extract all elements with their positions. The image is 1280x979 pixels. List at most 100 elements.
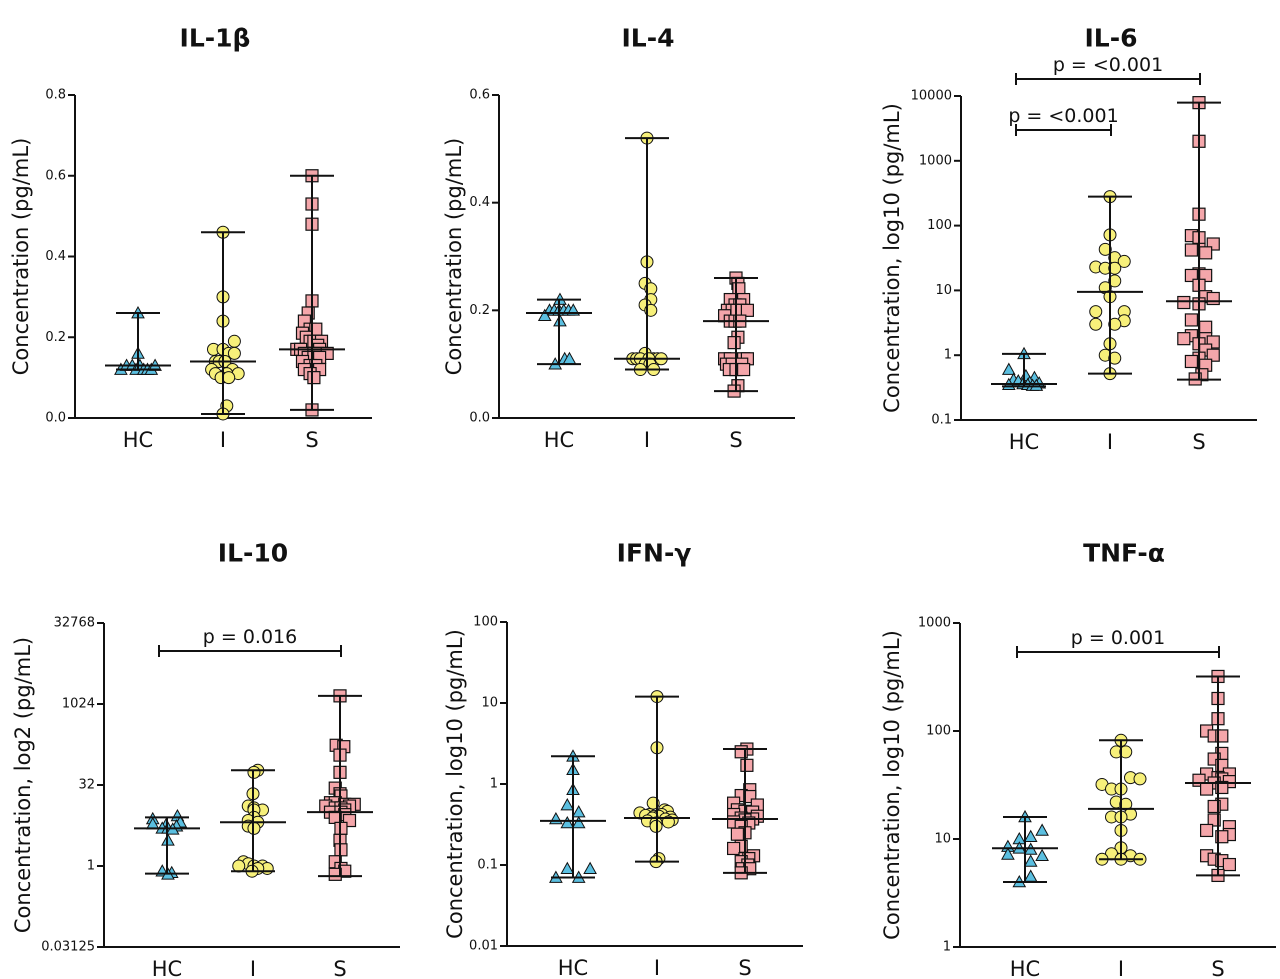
y-tick-label: 1 bbox=[944, 348, 952, 363]
data-point-circle bbox=[1108, 261, 1122, 275]
panel-il-6: IL-6 Concentration, log10 (pg/mL) 0.1 1 10 10… bbox=[880, 23, 1257, 454]
y-tick-label: 10 bbox=[934, 832, 951, 847]
x-tick-label: I bbox=[250, 957, 256, 979]
data-point-triangle bbox=[537, 308, 552, 322]
x-tick-label: HC bbox=[1009, 430, 1039, 454]
data-point-square bbox=[1199, 246, 1213, 260]
panel-il-4: IL-4 Concentration (pg/mL) 0.0 0.2 0.4 0.6 HC I… bbox=[442, 23, 795, 452]
x-tick-label: S bbox=[729, 428, 742, 452]
chart-title: TNF-α bbox=[1083, 538, 1165, 567]
series-i bbox=[190, 225, 256, 421]
y-axis-title: Concentration (pg/mL) bbox=[9, 138, 33, 376]
data-point-square bbox=[1199, 782, 1214, 796]
significance-bracket: p = 0.001 bbox=[1016, 627, 1220, 658]
data-point-triangle bbox=[1023, 869, 1038, 882]
data-point-square bbox=[740, 758, 754, 772]
x-tick-label: HC bbox=[1010, 957, 1040, 979]
data-point-circle bbox=[227, 334, 241, 348]
data-point-circle bbox=[232, 859, 246, 873]
y-tick-label: 10 bbox=[935, 283, 952, 298]
data-point-square bbox=[1199, 823, 1214, 838]
y-tick-label: 1000 bbox=[918, 616, 951, 631]
data-point-triangle bbox=[1035, 823, 1049, 836]
data-point-circle bbox=[1108, 317, 1122, 331]
series-hc bbox=[540, 749, 606, 883]
data-point-triangle bbox=[549, 811, 563, 825]
y-tick-label: 0.4 bbox=[469, 195, 490, 210]
panel-il-10: IL-10 Concentration, log2 (pg/mL) 0.03125 1… bbox=[11, 538, 400, 979]
y-axis-title: Concentration, log10 (pg/mL) bbox=[443, 629, 467, 939]
data-point-square bbox=[328, 867, 342, 881]
y-tick-label: 100 bbox=[473, 615, 498, 630]
data-point-triangle bbox=[1001, 362, 1016, 375]
x-tick-label: HC bbox=[544, 428, 574, 452]
data-point-triangle bbox=[1001, 847, 1015, 860]
y-tick-label: 0.01 bbox=[469, 939, 498, 954]
y-tick-label: 1 bbox=[87, 859, 95, 874]
series-i bbox=[1088, 733, 1154, 866]
series-hc bbox=[134, 808, 200, 880]
x-tick-label: HC bbox=[558, 956, 588, 979]
y-tick-label: 0.1 bbox=[477, 858, 498, 873]
data-point-circle bbox=[1108, 351, 1122, 365]
y-axis-title: Concentration, log2 (pg/mL) bbox=[11, 637, 35, 933]
data-point-square bbox=[736, 362, 751, 377]
chart-title: IL-4 bbox=[621, 23, 674, 52]
x-tick-label: S bbox=[1211, 957, 1224, 979]
data-point-triangle bbox=[1023, 854, 1038, 867]
data-point-square bbox=[1177, 332, 1191, 346]
significance-bracket: p = <0.001 bbox=[1015, 54, 1201, 85]
x-tick-label: S bbox=[1192, 430, 1205, 454]
y-tick-label: 1024 bbox=[62, 697, 95, 712]
data-point-circle bbox=[1089, 305, 1103, 319]
x-tick-label: I bbox=[1118, 957, 1124, 979]
y-tick-label: 0.1 bbox=[931, 413, 952, 428]
data-point-circle bbox=[1108, 274, 1122, 288]
data-point-circle bbox=[1089, 317, 1103, 331]
chart-title: IL-6 bbox=[1084, 23, 1137, 52]
series-i bbox=[614, 131, 680, 377]
series-hc bbox=[992, 809, 1058, 888]
data-point-circle bbox=[1098, 242, 1112, 256]
y-tick-label: 0.0 bbox=[45, 411, 66, 426]
panel-ifn-: IFN-γ Concentration, log10 (pg/mL)0.01 0.1… bbox=[443, 538, 803, 979]
data-point-triangle bbox=[560, 815, 575, 829]
chart-title: IL-10 bbox=[218, 538, 288, 567]
series-i bbox=[624, 690, 690, 869]
data-point-triangle bbox=[571, 805, 586, 818]
series-s bbox=[1166, 96, 1232, 386]
series-s bbox=[307, 689, 373, 881]
y-tick-label: 100 bbox=[927, 218, 952, 233]
data-point-triangle bbox=[1023, 829, 1038, 843]
data-point-square bbox=[730, 827, 745, 841]
y-axis-title: Concentration, log10 (pg/mL) bbox=[880, 103, 904, 413]
data-point-triangle bbox=[583, 861, 597, 875]
data-point-square bbox=[1184, 243, 1199, 257]
x-tick-label: S bbox=[333, 957, 346, 979]
series-s bbox=[712, 742, 778, 880]
series-hc bbox=[526, 292, 592, 370]
series-i bbox=[1077, 190, 1143, 381]
data-point-circle bbox=[1119, 745, 1133, 759]
y-tick-label: 0.6 bbox=[45, 168, 66, 183]
series-s bbox=[703, 271, 769, 398]
data-point-square bbox=[740, 303, 755, 317]
x-tick-label: S bbox=[738, 956, 751, 979]
panel-tnf-: TNF-α Concentration, log10 (pg/mL) 1 10 100 1… bbox=[880, 538, 1276, 979]
x-tick-label: S bbox=[305, 428, 318, 452]
y-tick-label: 1000 bbox=[919, 153, 952, 168]
significance-bracket: p = <0.001 bbox=[1008, 105, 1119, 136]
series-hc bbox=[991, 346, 1057, 391]
y-tick-label: 10 bbox=[481, 696, 498, 711]
data-point-square bbox=[1177, 295, 1191, 310]
p-value-label: p = <0.001 bbox=[1008, 105, 1118, 127]
series-hc bbox=[105, 305, 171, 375]
y-tick-label: 0.2 bbox=[469, 303, 490, 318]
y-tick-label: 100 bbox=[926, 724, 951, 739]
significance-bracket: p = 0.016 bbox=[158, 626, 342, 657]
data-point-square bbox=[1184, 354, 1199, 369]
data-point-square bbox=[727, 336, 741, 350]
data-point-circle bbox=[1117, 254, 1131, 268]
panel-il-1-: IL-1β Concentration (pg/mL) 0.0 0.2 0.4 0.6 0.… bbox=[9, 23, 372, 452]
